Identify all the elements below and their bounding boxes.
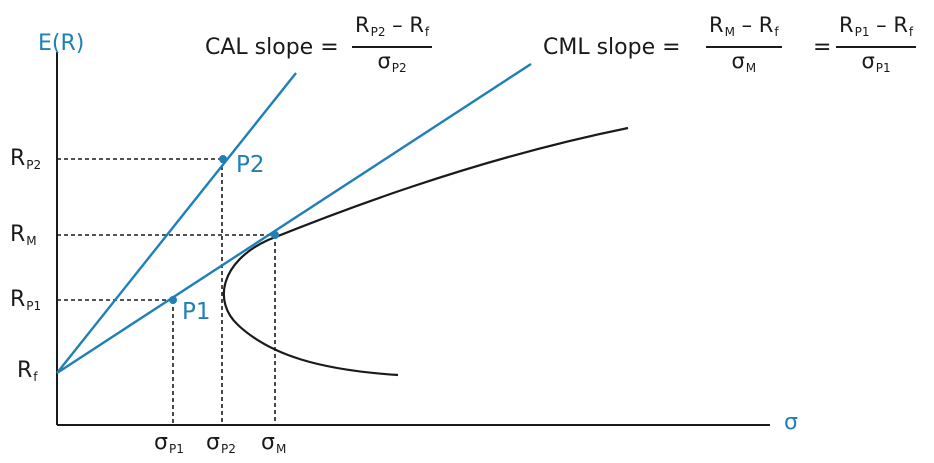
x-axis-title: σ	[784, 410, 798, 435]
cml-slope-label: CML slope =	[543, 35, 681, 60]
guide-lines	[57, 158, 276, 425]
cml-fraction1-numerator: RM – Rf	[709, 13, 779, 39]
cml-slope-fraction-2: RP1 – Rf σP1	[836, 13, 917, 79]
y-axis-title: E(R)	[38, 31, 85, 56]
x-tick-sp2: σP2	[206, 430, 236, 457]
cal-fraction-bar	[352, 46, 433, 48]
x-tick-sm: σM	[261, 430, 287, 457]
point-p1-label: P1	[182, 299, 211, 325]
cal-slope-label: CAL slope =	[205, 35, 339, 60]
cal-slope-fraction: RP2 – Rf σP2	[352, 13, 433, 79]
cml-fraction2-numerator: RP1 – Rf	[839, 13, 914, 39]
point-p1-marker	[169, 296, 177, 304]
y-tick-rp1: RP1	[10, 287, 42, 314]
y-tick-rm: RM	[10, 222, 37, 249]
cml-fraction1-bar	[706, 46, 782, 48]
cml-fraction1-denominator: σM	[731, 48, 757, 75]
cal-fraction-denominator: σP2	[377, 48, 407, 75]
y-tick-rp2: RP2	[10, 146, 42, 173]
cml-slope-fraction-1: RM – Rf σM	[706, 14, 782, 79]
cml-line	[56, 62, 532, 375]
cml-equals-sign: =	[813, 35, 832, 60]
cal-fraction-numerator: RP2 – Rf	[355, 13, 430, 39]
point-p2-marker	[219, 155, 227, 163]
cml-fraction2-denominator: σP1	[861, 48, 891, 75]
y-tick-rf: Rf	[17, 358, 38, 385]
point-p2-label: P2	[236, 152, 265, 178]
x-tick-sp1: σP1	[154, 430, 184, 457]
efficient-frontier-curve	[222, 126, 629, 377]
cal-line	[56, 72, 297, 374]
point-m-marker	[271, 231, 279, 239]
cml-fraction2-bar	[836, 46, 917, 48]
